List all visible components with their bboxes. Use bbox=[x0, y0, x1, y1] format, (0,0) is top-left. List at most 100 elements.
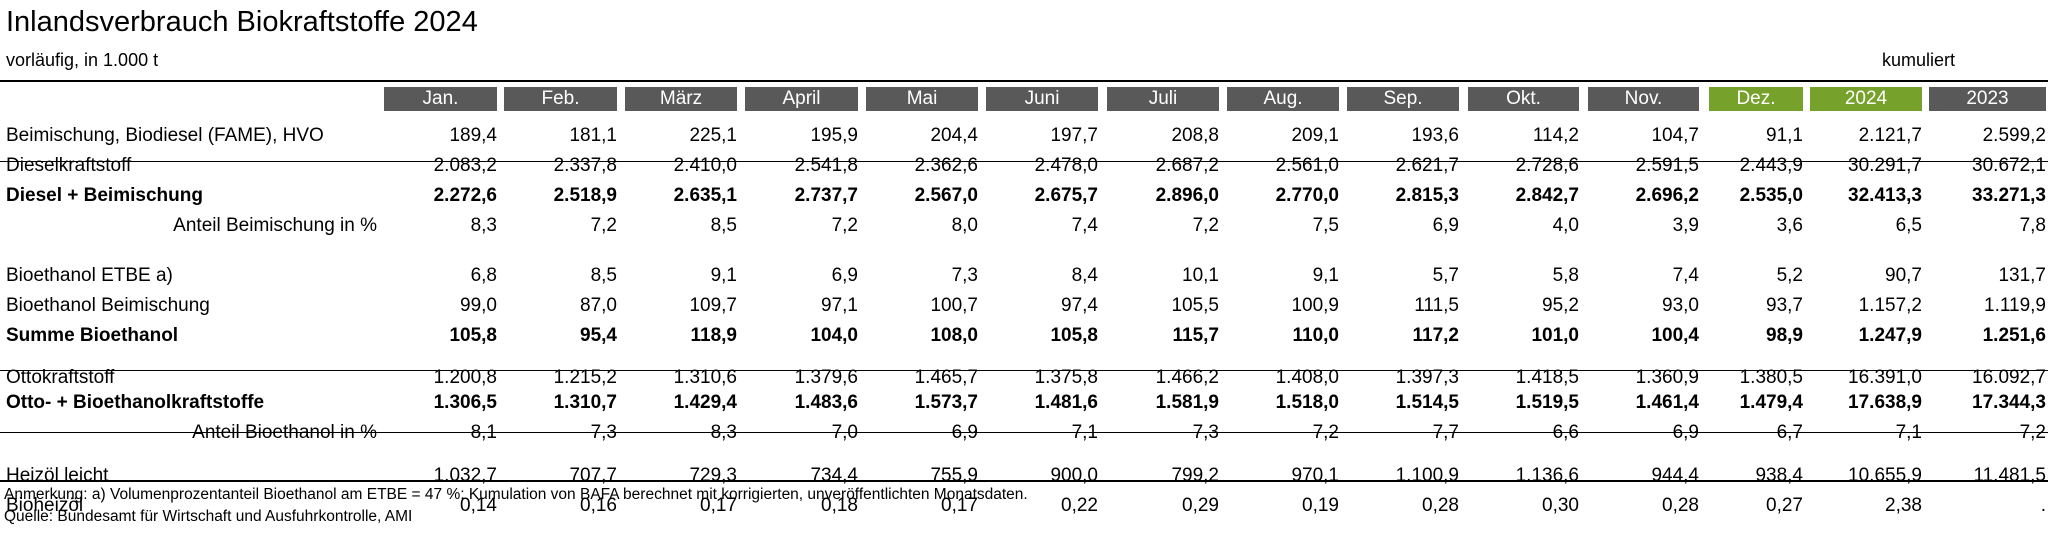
table-cell: 204,4 bbox=[930, 125, 978, 146]
table-cell: 115,7 bbox=[1172, 325, 1220, 346]
table-cell: 7,8 bbox=[2019, 215, 2046, 236]
column-header-6: Juni bbox=[986, 87, 1098, 111]
table-cell: 110,0 bbox=[1292, 325, 1340, 346]
table-cell: 2,38 bbox=[1885, 495, 1922, 516]
table-cell: 0,27 bbox=[1766, 495, 1803, 516]
table-cell: 6,8 bbox=[470, 265, 497, 286]
table-cell: 1.379,6 bbox=[794, 367, 858, 388]
table-cell: 99,0 bbox=[460, 295, 497, 316]
table-cell: 197,7 bbox=[1050, 125, 1098, 146]
row-label: Anteil Beimischung in % bbox=[173, 215, 377, 236]
table-cell: 1.519,5 bbox=[1515, 392, 1579, 413]
table-cell: 105,8 bbox=[1050, 325, 1098, 346]
table-cell: 17.638,9 bbox=[1848, 392, 1922, 413]
table-cell: 2.121,7 bbox=[1858, 125, 1922, 146]
table-cell: 10.655,9 bbox=[1848, 465, 1922, 486]
column-header-2: Feb. bbox=[504, 87, 617, 111]
table-cell: 5,8 bbox=[1552, 265, 1579, 286]
table-cell: 1.479,4 bbox=[1739, 392, 1803, 413]
table-cell: 8,4 bbox=[1071, 265, 1098, 286]
table-cell: 6,6 bbox=[1552, 422, 1579, 443]
table-cell: 2.567,0 bbox=[914, 185, 978, 206]
table-cell: 7,2 bbox=[590, 215, 617, 236]
bottom-rule bbox=[0, 480, 2048, 482]
table-cell: 7,5 bbox=[1312, 215, 1339, 236]
table-cell: 6,9 bbox=[1672, 422, 1699, 443]
table-cell: 108,0 bbox=[930, 325, 978, 346]
table-cell: 8,3 bbox=[710, 422, 737, 443]
table-cell: 1.310,6 bbox=[673, 367, 737, 388]
table-cell: 2.410,0 bbox=[673, 155, 737, 176]
table-cell: 109,7 bbox=[689, 295, 737, 316]
table-cell: 1.157,2 bbox=[1858, 295, 1922, 316]
table-header-row: Jan. Feb. März April Mai Juni Juli Aug. Sep. Okt.… bbox=[0, 87, 2048, 111]
table-row: Diesel + Beimischung 2.272,6 2.518,9 2.635,… bbox=[0, 184, 2048, 208]
row-label: Anteil Bioethanol in % bbox=[192, 422, 377, 443]
column-header-12: Dez. bbox=[1709, 87, 1803, 111]
table-cell: 118,9 bbox=[690, 325, 738, 346]
table-row: Bioheizöl 0,14 0,16 0,17 0,18 0,17 0,22 0,29 0,1… bbox=[0, 494, 2048, 518]
table-row: Beimischung, Biodiesel (FAME), HVO 189,4 1… bbox=[0, 124, 2048, 148]
column-header-8: Aug. bbox=[1227, 87, 1339, 111]
column-header-10: Okt. bbox=[1468, 87, 1579, 111]
row-label: Beimischung, Biodiesel (FAME), HVO bbox=[6, 125, 324, 146]
column-header-11: Nov. bbox=[1588, 87, 1699, 111]
row-label: Bioethanol ETBE a) bbox=[6, 265, 173, 286]
table-cell: . bbox=[2040, 495, 2046, 516]
table-cell: 2.272,6 bbox=[433, 185, 497, 206]
footnote: Anmerkung: a) Volumenprozentanteil Bioet… bbox=[4, 486, 1028, 503]
table-cell: 1.397,3 bbox=[1395, 367, 1459, 388]
row-label: Bioethanol Beimischung bbox=[6, 295, 210, 316]
table-cell: 2.696,2 bbox=[1635, 185, 1699, 206]
table-cell: 1.465,7 bbox=[914, 367, 978, 388]
table-cell: 7,1 bbox=[1895, 422, 1922, 443]
table-cell: 2.737,7 bbox=[794, 185, 858, 206]
row-label: Bioheizöl bbox=[6, 495, 84, 516]
table-cell: 6,5 bbox=[1895, 215, 1922, 236]
table-cell: 8,0 bbox=[951, 215, 978, 236]
table-row: Summe Bioethanol 105,8 95,4 118,9 104,0 108,0… bbox=[0, 324, 2048, 348]
column-header-1: Jan. bbox=[384, 87, 497, 111]
table-cell: 7,2 bbox=[1192, 215, 1219, 236]
column-header-13: 2024 bbox=[1810, 87, 1922, 111]
table-cell: 10,1 bbox=[1182, 265, 1219, 286]
table-cell: 3,9 bbox=[1672, 215, 1699, 236]
table-cell: 1.461,4 bbox=[1635, 392, 1699, 413]
table-cell: 8,1 bbox=[470, 422, 497, 443]
column-header-14: 2023 bbox=[1929, 87, 2046, 111]
table-cell: 1.581,9 bbox=[1155, 392, 1219, 413]
table-cell: 2.635,1 bbox=[673, 185, 737, 206]
row-label: Otto- + Bioethanolkraftstoffe bbox=[6, 392, 265, 413]
table-cell: 104,0 bbox=[810, 325, 858, 346]
table-cell: 1.466,2 bbox=[1155, 367, 1219, 388]
table-cell: 98,9 bbox=[1766, 325, 1803, 346]
row-label: Ottokraftstoff bbox=[6, 367, 115, 388]
table-cell: 93,0 bbox=[1662, 295, 1699, 316]
table-cell: 2.621,7 bbox=[1395, 155, 1459, 176]
table-cell: 0,17 bbox=[941, 495, 978, 516]
table-cell: 7,1 bbox=[1071, 422, 1098, 443]
table-cell: 100,4 bbox=[1651, 325, 1699, 346]
top-rule bbox=[0, 80, 2048, 82]
table-cell: 5,7 bbox=[1432, 265, 1459, 286]
table-cell: 193,6 bbox=[1411, 125, 1459, 146]
source-note: Quelle: Bundesamt für Wirtschaft und Aus… bbox=[4, 508, 413, 525]
table-row: Bioethanol ETBE a) 6,8 8,5 9,1 6,9 7,3 8,4 10,1… bbox=[0, 264, 2048, 288]
table-cell: 1.375,8 bbox=[1034, 367, 1098, 388]
table-cell: 97,4 bbox=[1061, 295, 1098, 316]
table-cell: 7,4 bbox=[1672, 265, 1699, 286]
table-cell: 1.360,9 bbox=[1635, 367, 1699, 388]
table-cell: 2.842,7 bbox=[1515, 185, 1579, 206]
table-cell: 2.687,2 bbox=[1155, 155, 1219, 176]
table-cell: 7,2 bbox=[831, 215, 858, 236]
table-cell: 5,2 bbox=[1776, 265, 1803, 286]
table-cell: 2.561,0 bbox=[1275, 155, 1339, 176]
table-cell: 208,8 bbox=[1171, 125, 1219, 146]
table-cell: 93,7 bbox=[1766, 295, 1803, 316]
table-cell: 97,1 bbox=[821, 295, 858, 316]
section-divider bbox=[0, 161, 2048, 162]
data-table: Jan. Feb. März April Mai Juni Juli Aug. Sep. Okt.… bbox=[0, 87, 2048, 516]
table-cell: 8,5 bbox=[590, 265, 617, 286]
table-cell: 7,2 bbox=[2019, 422, 2046, 443]
table-row: Anteil Bioethanol in % 8,1 7,3 8,3 7,0 6,9 7,1… bbox=[0, 421, 2048, 445]
